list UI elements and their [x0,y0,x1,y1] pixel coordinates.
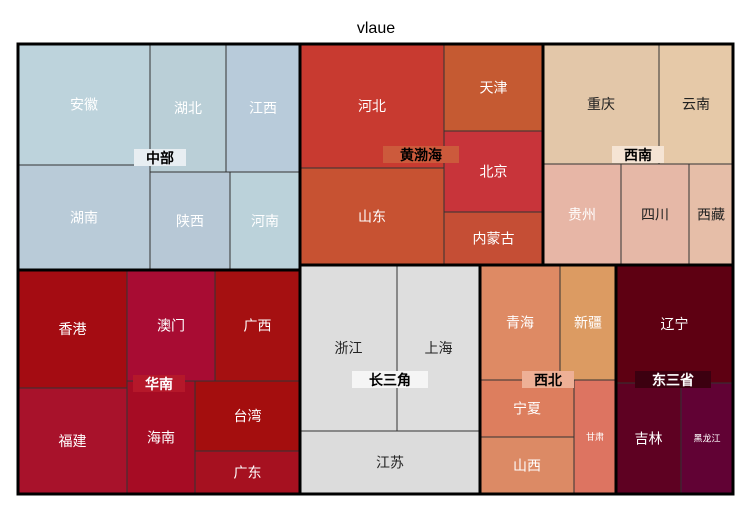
group-label: 华南 [145,376,173,393]
group-label: 黄渤海 [400,147,442,164]
cell-label: 福建 [59,434,87,450]
group-label-background [133,375,185,392]
treemap-cell [149,171,231,271]
cell-label: 青海 [506,316,534,332]
group-label: 东三省 [652,372,694,389]
treemap-cell [17,164,151,271]
cell-label: 上海 [425,341,453,357]
treemap-cell [17,387,128,495]
cell-label: 陕西 [176,214,204,230]
group-label-background [134,149,186,166]
treemap-cell [542,43,660,165]
group-label: 西南 [624,147,652,164]
cell-label: 北京 [480,165,508,181]
treemap-cell [396,264,481,432]
cell-label: 四川 [641,208,669,224]
cell-label: 吉林 [635,432,663,448]
cell-label: 重庆 [587,97,615,113]
cell-label: 河南 [251,214,279,230]
cell-label: 广西 [244,319,272,335]
group-label: 长三角 [369,372,411,389]
group-label-background [635,371,711,388]
cell-label: 山东 [358,210,386,226]
cell-label: 台湾 [234,408,262,425]
cell-label: 江苏 [376,456,404,472]
treemap-cell [194,450,301,495]
cell-label: 贵州 [568,208,596,224]
group-label-background [383,146,459,163]
treemap-cell [688,163,734,266]
cell-label: 宁夏 [513,401,541,418]
cell-label: 广东 [234,466,262,482]
group-label-background [522,371,574,388]
treemap-cell [559,264,617,381]
cell-label: 河北 [358,99,386,115]
group-label-background [352,371,428,388]
cell-label: 香港 [59,322,87,338]
treemap-cell [479,264,561,381]
treemap-cell [229,171,301,271]
treemap-cell [194,380,301,452]
cell-label: 澳门 [157,319,185,335]
cell-label: 浙江 [335,341,363,357]
treemap-cell [17,43,151,166]
treemap-cell [542,163,622,266]
cell-label: 海南 [147,431,175,447]
cell-label: 甘肃 [586,431,604,443]
cell-label: 天津 [480,81,508,97]
cell-label: 黑龙江 [693,433,720,445]
cell-label: 辽宁 [661,316,689,333]
treemap-cell [17,269,128,389]
treemap-cell [126,269,216,382]
cell-label: 西藏 [697,208,725,224]
cell-label: 山西 [513,459,541,475]
group-label-background [612,146,664,163]
cell-label: 云南 [682,97,710,113]
treemap-cell [214,269,301,382]
treemap-cell [443,43,544,132]
treemap-cell [658,43,734,165]
group-label: 西北 [534,373,562,389]
chart-title: vlaue [357,20,395,37]
treemap-cell [479,379,575,438]
cell-label: 湖南 [70,211,98,227]
cell-label: 江西 [249,101,277,117]
cell-label: 新疆 [574,316,602,332]
treemap-cell [299,167,445,266]
cell-label: 湖北 [174,101,202,117]
group-label: 中部 [146,150,174,167]
cell-label: 安徽 [70,98,98,114]
treemap-cell [126,380,196,495]
plot-frame [17,43,734,495]
cell-label: 内蒙古 [473,232,515,248]
treemap-cell [573,379,617,495]
